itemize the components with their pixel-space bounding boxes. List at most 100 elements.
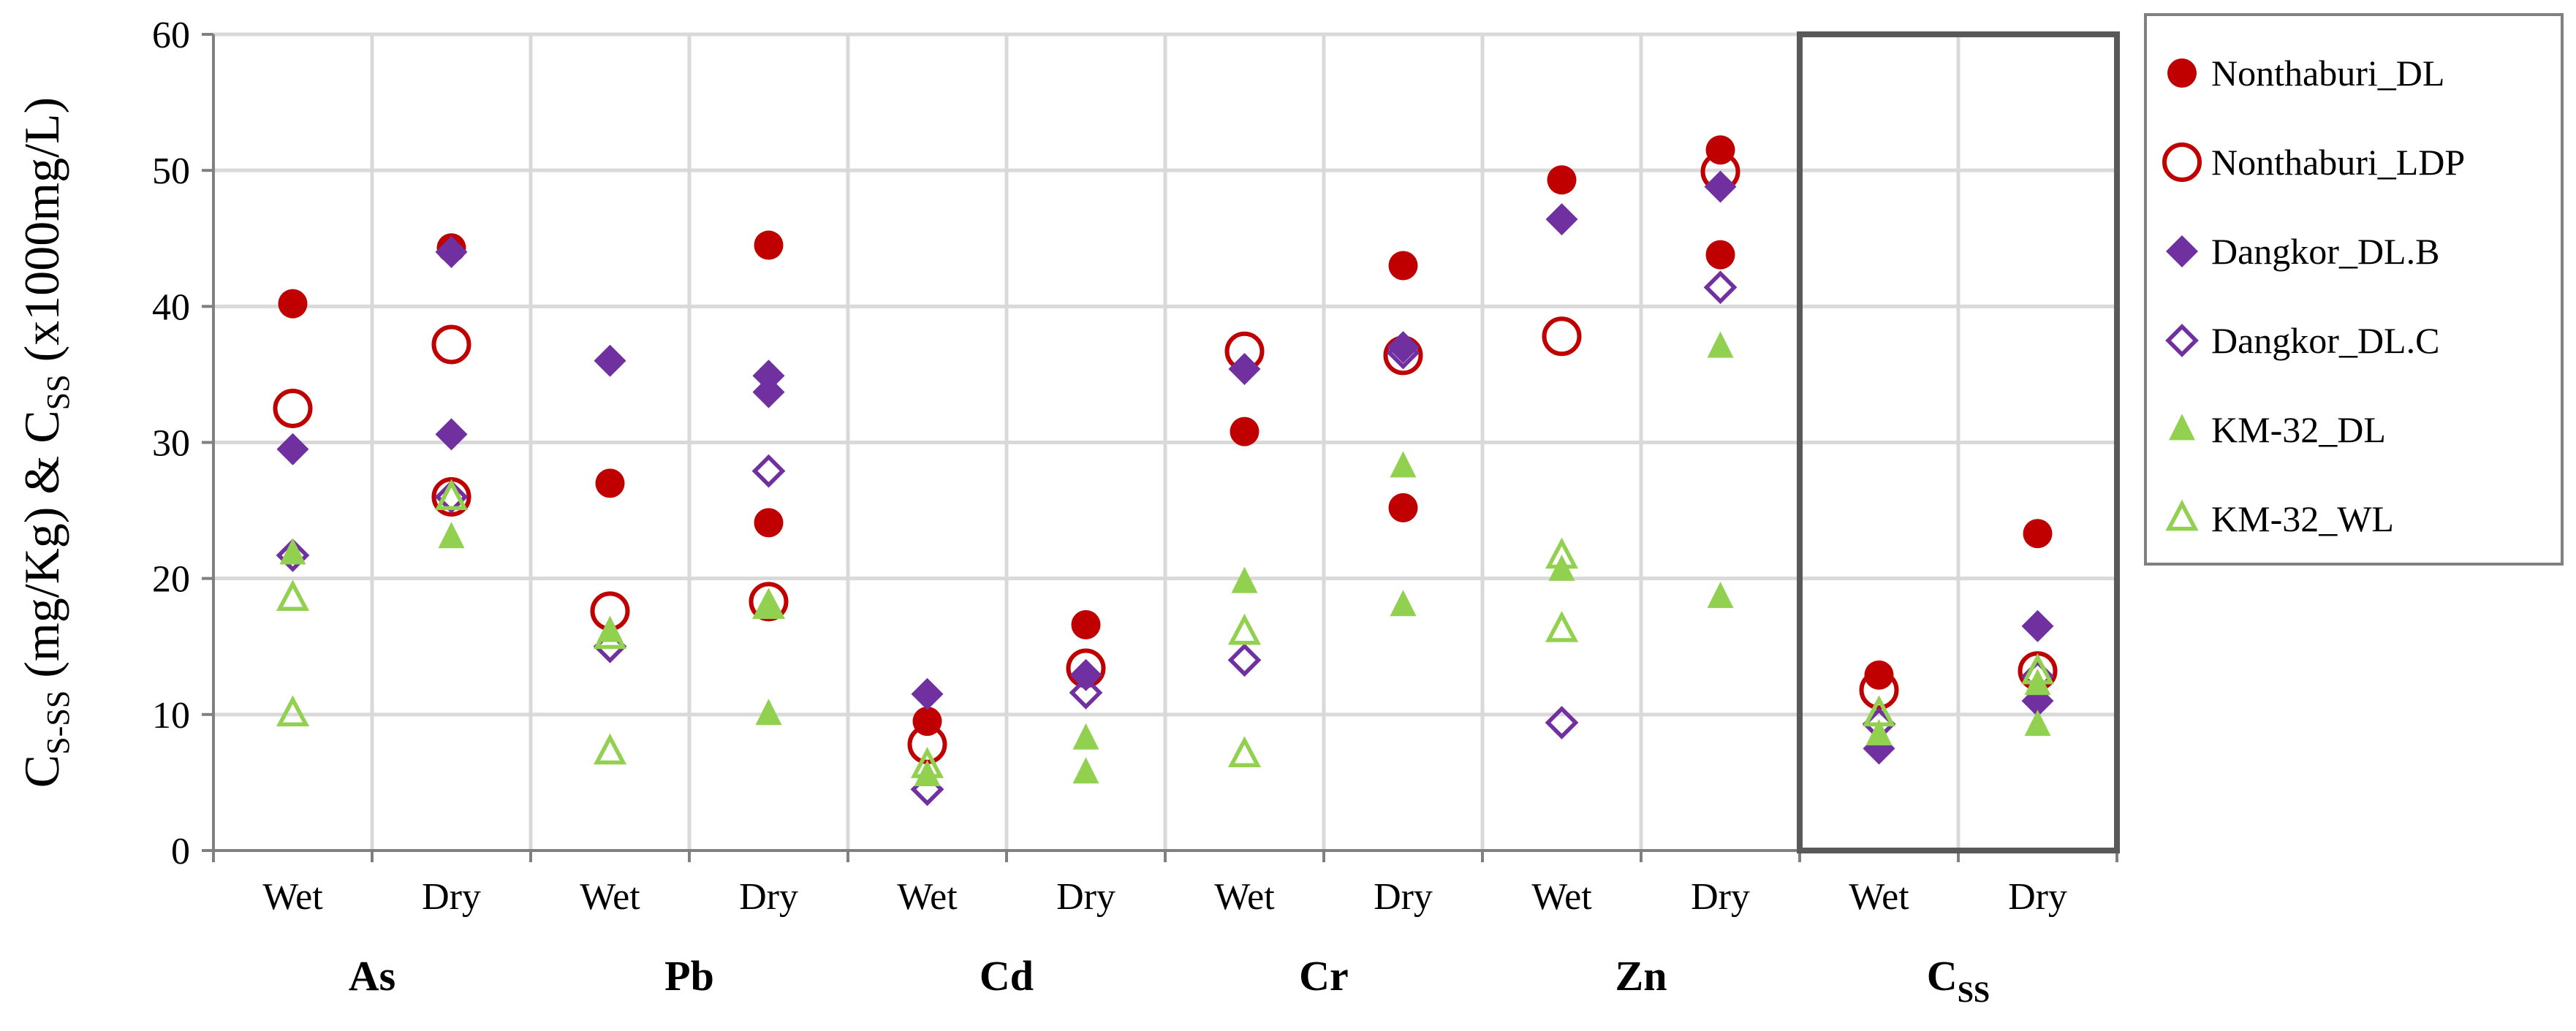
- data-point: [911, 677, 944, 710]
- data-point: [1386, 335, 1420, 370]
- data-point: [435, 235, 468, 268]
- legend-label: KM-32_DL: [2211, 409, 2386, 450]
- legend-marker: [2165, 499, 2199, 531]
- group-label: Cd: [980, 952, 1034, 1000]
- y-tick-label: 0: [171, 831, 190, 872]
- data-point: [276, 695, 310, 727]
- data-point: [755, 593, 782, 620]
- season-label: Wet: [897, 876, 958, 918]
- data-point: [910, 747, 944, 778]
- data-point: [1390, 451, 1417, 478]
- data-point: [1542, 316, 1582, 357]
- season-label: Wet: [580, 876, 640, 918]
- legend-label: Dangkor_DL.B: [2211, 231, 2439, 272]
- legend-label: Dangkor_DL.C: [2211, 320, 2439, 361]
- data-point: [1864, 660, 1894, 690]
- data-point: [1545, 706, 1579, 739]
- data-point: [276, 539, 310, 572]
- data-point: [438, 522, 465, 549]
- data-point: [1865, 719, 1893, 746]
- data-point: [1545, 203, 1578, 236]
- season-label: Wet: [1849, 876, 1909, 918]
- data-point: [1707, 582, 1734, 609]
- gridlines: [213, 32, 2119, 851]
- x-axis-labels: Wet Dry As Wet Dry Pb Wet Dry Cd Wet Dry Cr Wet Dry Zn…: [262, 876, 2067, 1008]
- season-label: Wet: [262, 876, 323, 918]
- data-point: [2023, 519, 2053, 549]
- y-tick-label: 10: [152, 695, 190, 737]
- data-point: [434, 479, 469, 511]
- y-tick-label: 40: [152, 286, 190, 328]
- data-point: [1545, 537, 1579, 569]
- css-highlight-rect: [1797, 31, 2120, 853]
- data-point: [1227, 736, 1262, 768]
- data-point: [2024, 709, 2051, 737]
- data-point: [276, 579, 310, 611]
- group-label: As: [349, 952, 395, 1000]
- data-point: [595, 468, 625, 498]
- legend-marker: [2169, 414, 2195, 441]
- season-label: Dry: [1691, 876, 1750, 918]
- data-point: [1707, 331, 1734, 358]
- data-point: [754, 508, 784, 538]
- legend-box: [2144, 13, 2564, 566]
- data-point: [1388, 492, 1418, 522]
- data-point: [278, 289, 308, 319]
- y-axis-title: CS-SS (mg/Kg) & CSS (x1000mg/L): [14, 97, 76, 788]
- season-label: Dry: [1374, 876, 1433, 918]
- css-highlight-box: [1797, 31, 2120, 853]
- group-label: CSS: [1927, 952, 1990, 1008]
- data-point: [435, 418, 468, 451]
- y-tick-label: 50: [152, 151, 190, 192]
- season-label: Wet: [1531, 876, 1592, 918]
- data-point: [1069, 676, 1103, 709]
- data-point: [593, 617, 627, 650]
- data-point: [434, 480, 469, 514]
- data-point: [1071, 609, 1101, 639]
- data-point: [2021, 609, 2054, 642]
- data-point: [1227, 643, 1262, 677]
- data-point: [1231, 566, 1258, 593]
- data-point: [1072, 757, 1099, 784]
- y-tick-label: 30: [152, 423, 190, 465]
- data-point: [752, 376, 785, 408]
- data-point: [1390, 590, 1417, 617]
- legend-marker: [2165, 324, 2199, 357]
- season-label: Dry: [422, 876, 481, 918]
- data-point: [1388, 251, 1418, 281]
- legend-marker: [2166, 235, 2198, 267]
- y-tick-label: 20: [152, 559, 190, 601]
- y-axis-ticks: 0 10 20 30 40 50 60: [152, 15, 213, 872]
- legend-label: KM-32_WL: [2211, 498, 2394, 539]
- legend: Nonthaburi_DL Nonthaburi_LDP Dangkor_DL.B D…: [2144, 13, 2564, 566]
- group-label: Zn: [1615, 952, 1667, 1000]
- season-label: Dry: [1056, 876, 1115, 918]
- data-point: [749, 582, 789, 622]
- data-point: [273, 388, 313, 428]
- season-label: Dry: [739, 876, 798, 918]
- data-point: [1862, 695, 1896, 727]
- data-points: [273, 135, 2058, 807]
- data-point: [1547, 165, 1577, 195]
- y-tick-label: 60: [152, 15, 190, 56]
- group-label: Cr: [1299, 952, 1349, 1000]
- legend-label: Nonthaburi_LDP: [2211, 142, 2465, 183]
- data-point: [1228, 352, 1261, 385]
- data-point: [755, 699, 782, 726]
- data-point: [1703, 270, 1738, 305]
- data-point: [1227, 613, 1262, 645]
- data-point: [276, 433, 309, 465]
- legend-marker: [2167, 58, 2197, 88]
- season-label: Wet: [1214, 876, 1275, 918]
- axes: [202, 34, 2118, 862]
- group-label: Pb: [664, 952, 714, 1000]
- legend-label: Nonthaburi_DL: [2211, 53, 2444, 94]
- data-point: [754, 230, 784, 260]
- data-point: [1230, 416, 1259, 446]
- data-point: [593, 733, 627, 765]
- data-point: [751, 454, 786, 488]
- data-point: [1705, 240, 1735, 270]
- data-point: [1545, 611, 1579, 642]
- data-point: [2020, 653, 2055, 685]
